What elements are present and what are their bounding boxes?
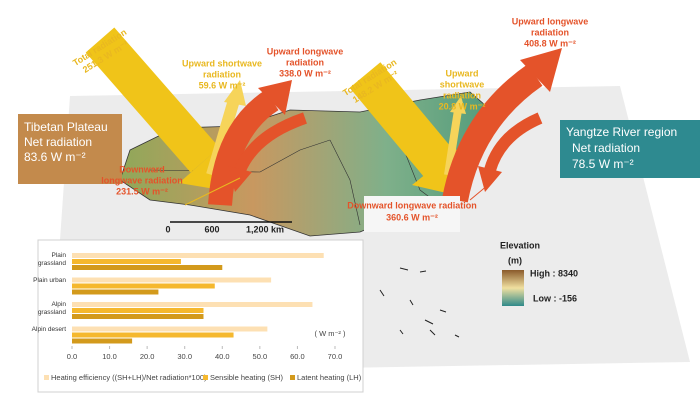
x-tick-label: 10.0 (102, 352, 117, 361)
bar (72, 314, 204, 319)
pointer (469, 184, 489, 201)
arrow (484, 112, 543, 172)
arrow (234, 112, 307, 173)
arrow (444, 109, 462, 176)
x-tick-label: 60.0 (290, 352, 305, 361)
arrow (208, 89, 279, 206)
label-group: Yangtze River region Net radiation 78.5 W … (566, 125, 677, 171)
arrow-head (450, 96, 466, 114)
arrow-head (224, 80, 246, 106)
legend-low: Low : -156 (533, 293, 577, 303)
arrow (85, 27, 220, 173)
yangtze-box (560, 120, 700, 178)
legend-title: Elevation (500, 240, 540, 250)
legend-swatch (203, 375, 208, 380)
category-label: Plain urban (33, 276, 66, 284)
category-label: Plain grassland (37, 252, 66, 267)
chart: 0.0 10.0 20.0 30.0 40.0 50.0 60.0 70.0 ( W m⁻² )… (44, 253, 362, 382)
bar (72, 338, 133, 344)
legend-high: High : 8340 (530, 268, 578, 278)
bar (72, 326, 268, 332)
bar (72, 259, 181, 264)
legend-label: Heating efficiency ((SH+LH)/Net radiatio… (51, 373, 207, 382)
label: 360.6 W m⁻² (386, 212, 438, 222)
arrow-head (258, 80, 292, 115)
arrow-head (478, 166, 502, 192)
legend-label: Sensible heating (SH) (210, 373, 283, 382)
bar (72, 332, 234, 338)
arrow-head (228, 166, 252, 192)
label: 338.0 W m⁻² (279, 68, 331, 78)
x-tick-label: 50.0 (253, 352, 268, 361)
islands (379, 267, 460, 338)
label: Yangtze River region (566, 125, 677, 139)
bar (72, 302, 313, 307)
legend-swatch (44, 375, 49, 380)
x-tick-label: 20.0 (140, 352, 155, 361)
category-label: Alpin grassland (37, 301, 66, 316)
pointer (184, 177, 241, 206)
bar (72, 308, 204, 313)
bar (72, 283, 215, 289)
label: Upward (445, 68, 478, 78)
label: Net radiation (24, 135, 92, 149)
scale-label: 1,200 km (246, 224, 284, 234)
label: longwave radiation (101, 175, 183, 185)
label: Downward (119, 164, 165, 174)
label: 408.8 W m⁻² (524, 38, 576, 48)
x-tick-label: 40.0 (215, 352, 230, 361)
label: Net radiation (572, 141, 640, 155)
label: Upward longwave (512, 16, 589, 26)
label-box (364, 196, 460, 232)
arrow-head (520, 48, 562, 92)
label: 20.8 W m⁻² (439, 101, 486, 111)
legend-label: Latent heating (LH) (297, 373, 362, 382)
legend-swatch (290, 375, 295, 380)
label: Upward shortwave (182, 58, 262, 68)
bar (72, 253, 324, 258)
label: Upward longwave (267, 46, 344, 56)
x-tick-label: 0.0 (67, 352, 77, 361)
scale-label: 600 (204, 224, 219, 234)
scale-label: 0 (165, 224, 170, 234)
label: Downward longwave radiation (347, 200, 477, 210)
label: radiation (531, 27, 569, 37)
label: 78.5 W m⁻² (572, 157, 634, 171)
label: 59.6 W m⁻² (199, 80, 246, 90)
label: radiation (443, 90, 481, 100)
bar (72, 277, 272, 283)
label: radiation (203, 69, 241, 79)
legend-unit: (m) (508, 255, 522, 265)
arrow (349, 62, 456, 178)
label: radiation (286, 57, 324, 67)
arrow (442, 64, 543, 203)
x-tick-label: 30.0 (177, 352, 192, 361)
label: 231.5 W m⁻² (116, 186, 168, 196)
axis-unit: ( W m⁻² ) (314, 329, 346, 338)
bar (72, 289, 159, 295)
label: shortwave (440, 79, 485, 89)
category-label: Alpin desert (31, 325, 66, 333)
x-tick-label: 70.0 (328, 352, 343, 361)
colorbar (502, 270, 524, 306)
bar (72, 265, 223, 270)
label: 83.6 W m⁻² (24, 150, 86, 164)
label-group: Downward longwave radiation 360.6 W m⁻² (347, 200, 477, 222)
label: Tibetan Plateau (24, 120, 108, 134)
tibet-box (18, 114, 122, 184)
